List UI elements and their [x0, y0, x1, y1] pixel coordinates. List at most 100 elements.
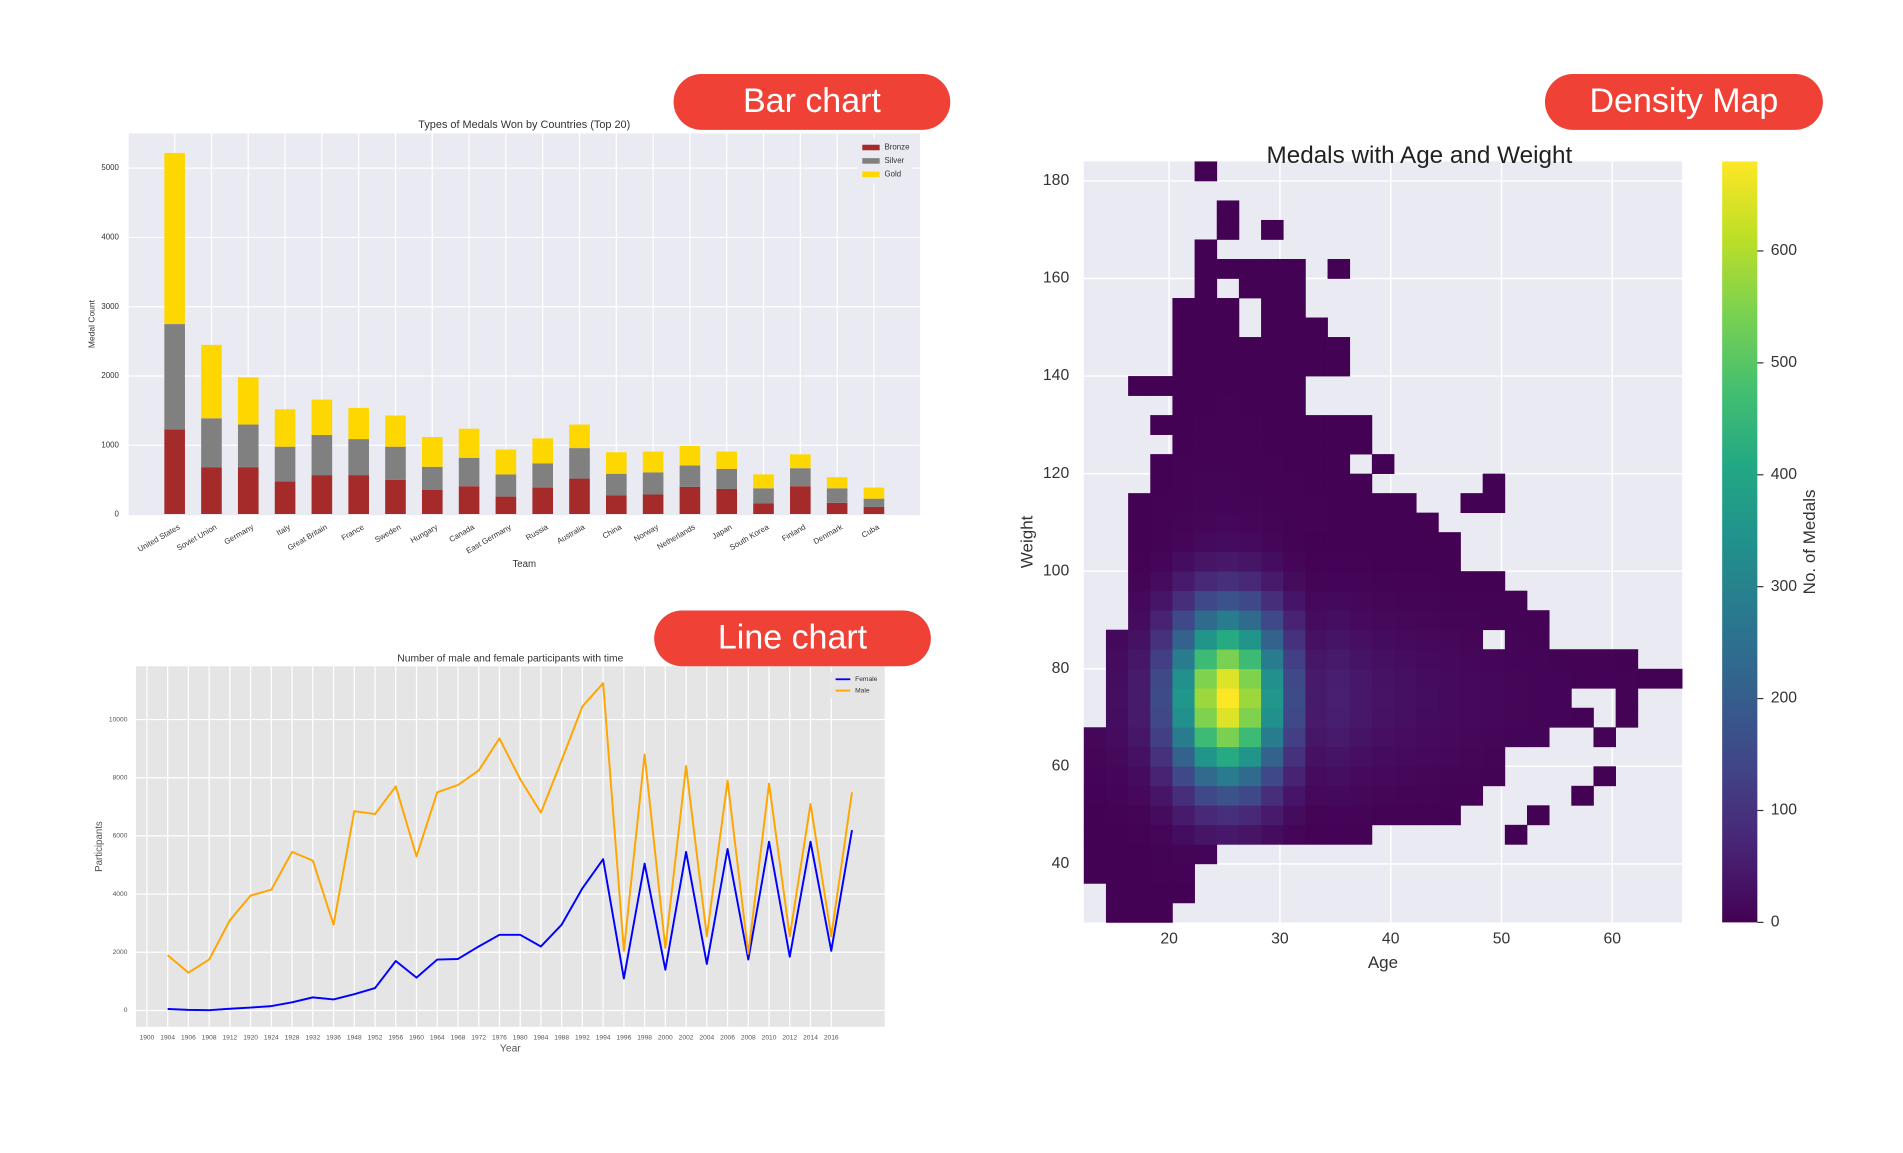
heat-cell	[1482, 707, 1506, 728]
heat-cell	[1172, 473, 1195, 494]
heat-cell	[1216, 746, 1240, 767]
heat-cell	[1083, 766, 1107, 787]
bar-segment	[385, 446, 406, 480]
x-tick-label: 60	[1604, 931, 1622, 948]
heat-cell	[1172, 551, 1195, 572]
heat-cell	[1128, 844, 1151, 865]
heat-cell	[1261, 707, 1284, 728]
heat-cell	[1261, 356, 1284, 377]
heat-cell	[1371, 707, 1395, 728]
heat-cell	[1482, 668, 1506, 689]
heat-cell	[1172, 785, 1195, 806]
heat-cell	[1172, 434, 1195, 455]
heat-cell	[1261, 278, 1284, 299]
heat-cell	[1504, 824, 1528, 845]
heat-cell	[1216, 707, 1240, 728]
heat-cell	[1482, 727, 1506, 748]
heat-cell	[1283, 727, 1306, 748]
heat-cell	[1416, 512, 1439, 533]
x-tick-label: 1932	[305, 1034, 320, 1041]
x-tick-label: 1908	[202, 1034, 217, 1041]
x-tick-label: 1972	[471, 1034, 486, 1041]
heat-cell	[1105, 746, 1129, 767]
heat-cell	[1128, 629, 1151, 650]
badge-label: Line chart	[718, 619, 868, 657]
x-tick-label: 1900	[140, 1034, 155, 1041]
bar-segment	[458, 486, 480, 515]
heat-cell	[1438, 805, 1461, 826]
heat-cell	[1460, 649, 1484, 670]
bar-segment	[201, 418, 222, 468]
x-tick-label: 50	[1493, 931, 1511, 948]
heat-cell	[1349, 434, 1373, 455]
heat-cell	[1261, 668, 1284, 689]
heat-cell	[1261, 473, 1284, 494]
heat-cell	[1216, 727, 1240, 748]
heat-cell	[1283, 688, 1306, 709]
bar-segment	[569, 424, 590, 449]
y-tick-label: 0	[115, 510, 120, 519]
heat-cell	[1371, 668, 1395, 689]
y-tick-label: 5000	[101, 163, 119, 172]
heat-cell	[1327, 571, 1351, 592]
heat-cell	[1394, 629, 1417, 650]
heat-cell	[1593, 668, 1616, 689]
heat-cell	[1194, 337, 1218, 357]
heat-cell	[1216, 551, 1240, 572]
heat-cell	[1305, 610, 1328, 631]
heat-cell	[1482, 493, 1506, 514]
y-tick-label: 180	[1043, 172, 1070, 189]
x-tick-label: 1952	[368, 1034, 383, 1041]
line-series	[167, 682, 853, 974]
heat-cell	[1194, 610, 1218, 631]
heat-cell	[1305, 454, 1328, 474]
x-tick-label: 1906	[181, 1034, 196, 1041]
heat-cell	[1261, 337, 1284, 357]
bar-segment	[716, 468, 738, 489]
heat-cell	[1305, 551, 1328, 572]
chart-title: Medals with Age and Weight	[1266, 142, 1572, 169]
heat-cell	[1083, 863, 1107, 884]
heat-cell	[1105, 883, 1129, 904]
heat-cell	[1615, 668, 1639, 689]
heat-cell	[1460, 668, 1484, 689]
heat-cell	[1150, 746, 1173, 767]
heat-cell	[1150, 473, 1173, 494]
bar-segment	[385, 415, 406, 447]
heat-cell	[1150, 824, 1173, 845]
heat-cell	[1261, 532, 1284, 553]
heat-cell	[1194, 668, 1218, 689]
heat-cell	[1460, 707, 1484, 728]
heat-cell	[1105, 629, 1129, 650]
bar-segment	[753, 488, 774, 504]
x-tick-label: 1920	[243, 1034, 258, 1041]
plot-background	[128, 133, 920, 515]
heat-cell	[1504, 707, 1528, 728]
heat-cell	[1128, 649, 1151, 670]
heat-cell	[1150, 629, 1173, 650]
x-tick-label: Cuba	[860, 522, 881, 540]
x-tick-label: 1980	[513, 1034, 528, 1041]
heat-cell	[1416, 707, 1439, 728]
heat-cell	[1327, 688, 1351, 709]
heat-cell	[1438, 668, 1461, 689]
heat-cell	[1105, 805, 1129, 826]
heat-cell	[1105, 785, 1129, 806]
heat-cell	[1261, 805, 1284, 826]
heat-cell	[1128, 610, 1151, 631]
heat-cell	[1261, 785, 1284, 806]
heat-cell	[1305, 707, 1328, 728]
heat-cell	[1327, 727, 1351, 748]
heat-cell	[1128, 688, 1151, 709]
heat-cell	[1238, 688, 1262, 709]
heat-cell	[1438, 785, 1461, 806]
heat-cell	[1216, 454, 1240, 474]
heat-cell	[1283, 415, 1306, 435]
heat-cell	[1283, 395, 1306, 416]
heat-cell	[1128, 512, 1151, 533]
heat-cell	[1238, 434, 1262, 455]
heat-cell	[1394, 493, 1417, 514]
heat-cell	[1460, 571, 1484, 592]
bar-segment	[348, 407, 369, 440]
